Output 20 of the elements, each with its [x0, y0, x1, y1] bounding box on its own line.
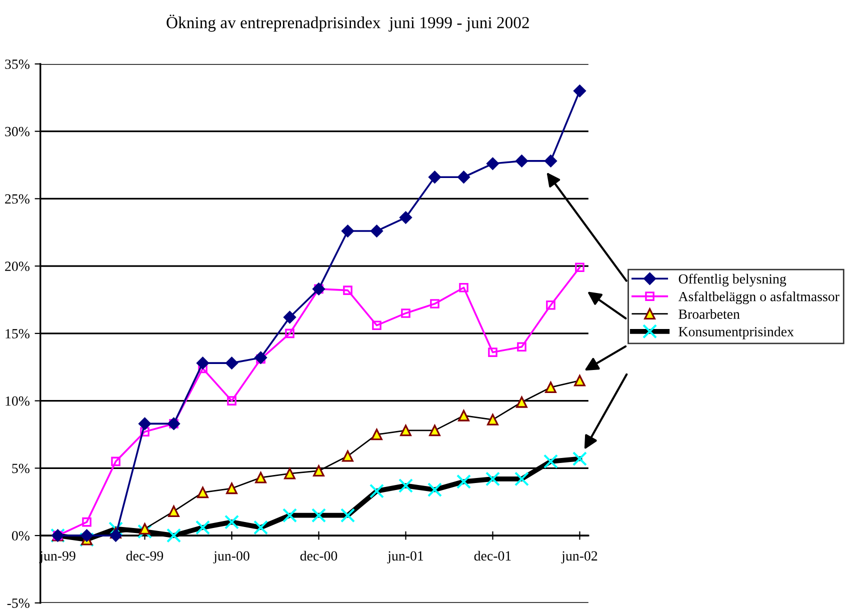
x-tick-label: jun-02 — [561, 551, 598, 564]
x-tick-label: dec-99 — [126, 550, 164, 561]
legend-label: Konsumentprisindex — [678, 326, 794, 340]
chart-title: Ökning av entreprenadprisindex juni 1999 - juni 2002 — [166, 14, 529, 32]
y-tick-label: 15% — [6, 329, 30, 338]
y-tick-label: 35% — [5, 60, 30, 69]
legend-label: Offentlig belysning — [678, 274, 786, 287]
x-tick-label: dec-01 — [474, 550, 511, 561]
legend-label: Asfaltbeläggn o asfaltmassor — [678, 291, 840, 304]
y-tick-label: 20% — [5, 262, 30, 272]
y-tick-label: -5% — [7, 598, 30, 608]
x-tick-label: jun-00 — [213, 551, 250, 564]
y-tick-label: 5% — [12, 464, 30, 474]
x-tick-label: jun-01 — [387, 551, 424, 564]
legend-label: Broarbeten — [678, 309, 740, 319]
y-tick-label: 25% — [5, 194, 30, 204]
y-tick-label: 10% — [6, 396, 30, 406]
y-tick-label: 30% — [5, 126, 30, 136]
y-tick-label: 0% — [12, 531, 30, 541]
x-tick-label: dec-00 — [300, 550, 338, 561]
